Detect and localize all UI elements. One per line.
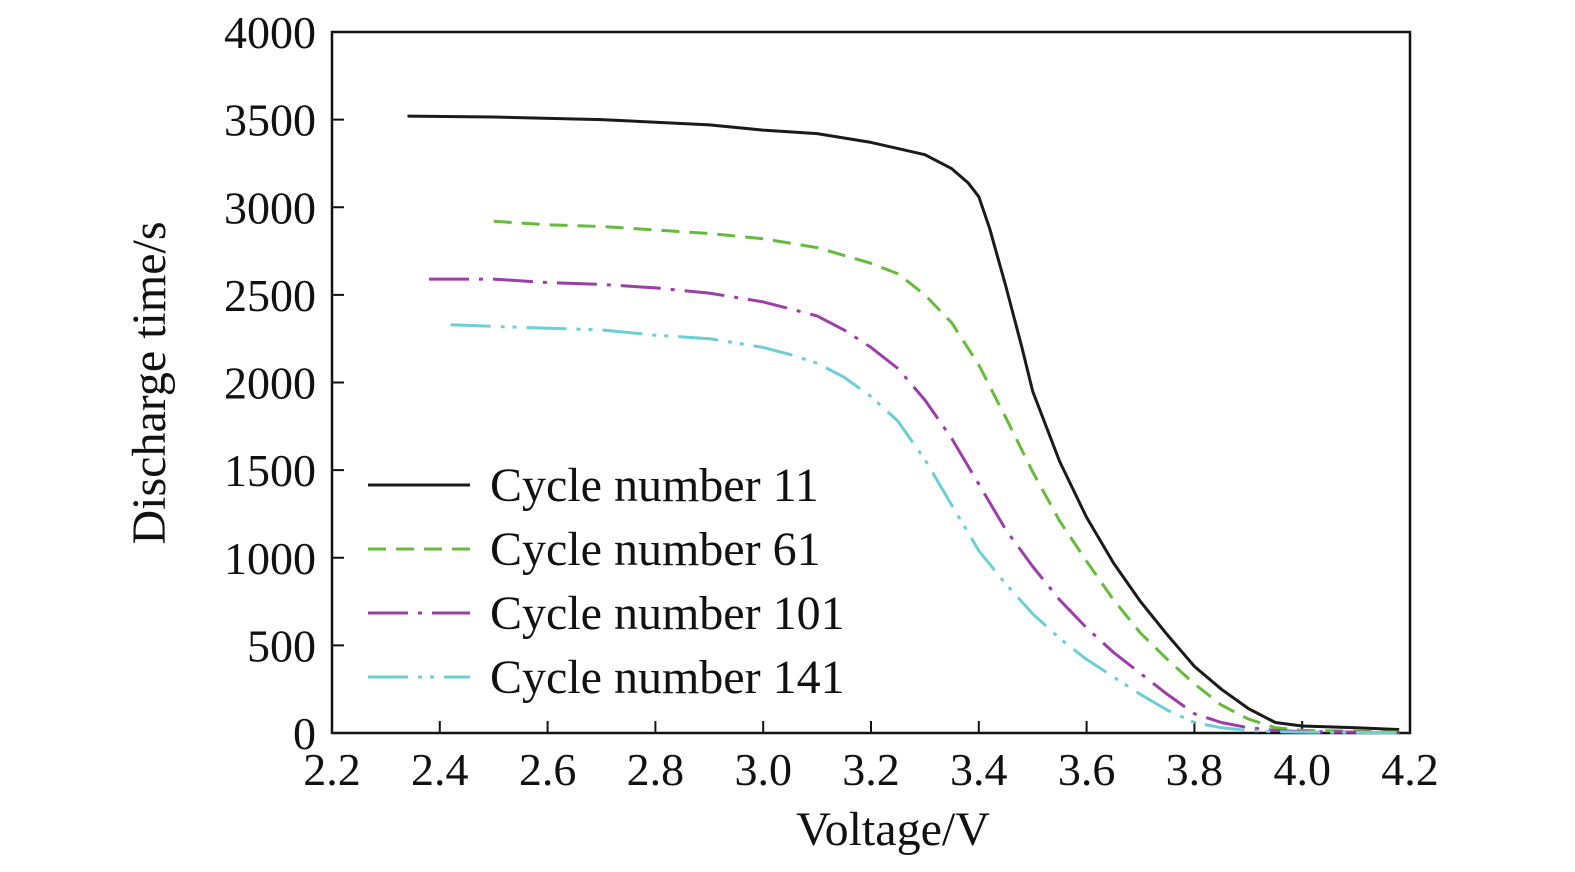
legend-label-4: Cycle number 141	[490, 651, 845, 704]
y-tick-label: 3000	[224, 182, 316, 233]
y-tick-label: 0	[293, 708, 316, 759]
series-line-1	[407, 114, 1400, 731]
x-tick-label: 4.2	[1381, 744, 1439, 795]
legend-label-1: Cycle number 11	[490, 459, 819, 512]
series-line-3	[429, 277, 1400, 734]
legend-label-3: Cycle number 101	[490, 587, 845, 640]
x-tick-label: 2.2	[303, 744, 361, 795]
x-tick-label: 4.0	[1273, 744, 1331, 795]
y-axis-title: Discharge time/s	[123, 221, 176, 544]
y-tick-label: 4000	[224, 7, 316, 58]
y-tick-label: 2000	[224, 358, 316, 409]
axes: 2.2 2.4 2.6 2.8 3.0 3.2 3.4 3.6 3.8 4.0 4.2 0 500 100…	[224, 7, 1439, 795]
x-tick-label: 2.8	[627, 744, 685, 795]
x-tick-label: 3.8	[1166, 744, 1224, 795]
legend-label-2: Cycle number 61	[490, 523, 821, 576]
x-tick-label: 3.2	[842, 744, 900, 795]
series-layer	[407, 114, 1400, 735]
x-tick-label: 2.6	[519, 744, 577, 795]
x-tick-label: 2.4	[411, 744, 469, 795]
x-tick-label: 3.6	[1058, 744, 1116, 795]
series-line-2	[493, 219, 1400, 734]
x-tick-label: 3.4	[950, 744, 1008, 795]
y-tick-label: 1500	[224, 445, 316, 496]
series-line-4	[450, 323, 1400, 735]
x-axis-title: Voltage/V	[796, 803, 990, 856]
y-tick-label: 500	[247, 620, 316, 671]
legend: Cycle number 11 Cycle number 61 Cycle numb…	[368, 459, 845, 704]
x-tick-label: 3.0	[734, 744, 792, 795]
y-tick-label: 2500	[224, 270, 316, 321]
y-tick-label: 3500	[224, 95, 316, 146]
y-tick-label: 1000	[224, 533, 316, 584]
